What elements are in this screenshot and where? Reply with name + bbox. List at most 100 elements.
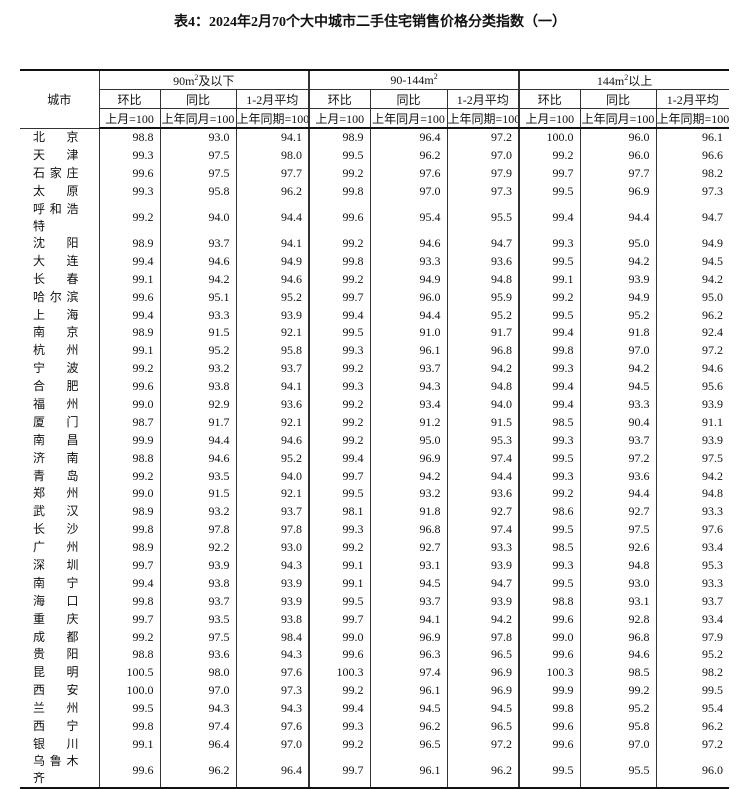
index-value: 92.7 bbox=[579, 502, 657, 521]
index-value: 97.6 bbox=[655, 520, 730, 539]
index-value: 99.2 bbox=[518, 288, 581, 307]
sub-header: 同比 bbox=[159, 89, 237, 109]
index-value: 93.9 bbox=[235, 592, 309, 611]
index-value: 96.2 bbox=[369, 717, 447, 736]
city-name: 天 津 bbox=[33, 148, 79, 163]
index-value: 97.4 bbox=[159, 717, 236, 736]
index-value: 93.8 bbox=[235, 610, 309, 629]
table-row: 石家庄 99.6 97.5 97.7 99.2 97.6 97.9 99.7 97.7 98.2 bbox=[20, 164, 730, 183]
index-value: 99.3 bbox=[518, 431, 581, 450]
index-value: 97.2 bbox=[655, 735, 730, 754]
index-value: 95.4 bbox=[655, 699, 730, 718]
index-value: 93.7 bbox=[579, 431, 657, 450]
table-row: 宁 波 99.2 93.2 93.7 99.2 93.7 94.2 99.3 94.2 94.6 bbox=[20, 359, 730, 378]
table-row: 长 春 99.1 94.2 94.6 99.2 94.9 94.8 99.1 93.9 94.2 bbox=[20, 270, 730, 289]
index-value: 97.0 bbox=[159, 681, 236, 700]
index-value: 99.7 bbox=[98, 610, 160, 629]
index-value: 94.3 bbox=[159, 699, 236, 718]
index-value: 100.0 bbox=[518, 128, 581, 147]
index-value: 97.0 bbox=[369, 182, 447, 201]
table-row: 福 州 99.0 92.9 93.6 99.2 93.4 94.0 99.4 93.3 93.9 bbox=[20, 395, 730, 414]
index-value: 98.9 bbox=[98, 538, 160, 557]
index-value: 99.2 bbox=[518, 485, 581, 503]
index-value: 94.2 bbox=[446, 359, 520, 378]
index-value: 97.0 bbox=[235, 735, 309, 754]
index-value: 94.8 bbox=[446, 270, 520, 289]
index-value: 96.8 bbox=[579, 628, 657, 647]
sub-header: 环比 bbox=[308, 89, 371, 109]
index-value: 96.6 bbox=[655, 146, 730, 165]
index-value: 97.4 bbox=[369, 663, 447, 682]
index-value: 92.4 bbox=[655, 324, 730, 342]
index-value: 96.2 bbox=[235, 182, 309, 201]
index-value: 95.5 bbox=[446, 200, 520, 235]
index-value: 96.0 bbox=[369, 288, 447, 307]
index-value: 99.4 bbox=[308, 306, 370, 325]
city-name: 宁 波 bbox=[33, 361, 79, 376]
table-row: 天 津 99.3 97.5 98.0 99.5 96.2 97.0 99.2 96.0 96.6 bbox=[20, 146, 730, 165]
index-value: 95.2 bbox=[579, 306, 657, 325]
index-value: 94.2 bbox=[655, 270, 730, 289]
index-value: 98.6 bbox=[518, 502, 581, 521]
index-value: 96.1 bbox=[655, 128, 730, 147]
city-name: 哈尔滨 bbox=[33, 289, 79, 304]
index-value: 99.4 bbox=[308, 699, 370, 718]
index-value: 91.7 bbox=[159, 413, 236, 432]
index-value: 99.4 bbox=[308, 449, 370, 468]
city-name: 深 圳 bbox=[33, 558, 79, 573]
city-name: 昆 明 bbox=[33, 665, 79, 680]
index-value: 97.9 bbox=[446, 164, 520, 183]
city-name: 南 宁 bbox=[33, 575, 79, 590]
index-value: 95.9 bbox=[446, 288, 520, 307]
index-value: 94.6 bbox=[159, 449, 236, 468]
index-value: 98.7 bbox=[98, 413, 160, 432]
index-value: 93.9 bbox=[579, 270, 657, 289]
index-value: 93.7 bbox=[235, 502, 309, 521]
index-value: 99.2 bbox=[98, 628, 160, 647]
table-row: 呼和浩特 99.2 94.0 94.4 99.6 95.4 95.5 99.4 94.4 94.7 bbox=[20, 200, 730, 235]
index-value: 98.4 bbox=[235, 628, 309, 647]
index-value: 99.7 bbox=[518, 164, 581, 183]
city-name: 石家庄 bbox=[33, 166, 79, 181]
index-value: 97.2 bbox=[446, 128, 520, 147]
base-header: 上年同期=100 bbox=[655, 108, 730, 129]
index-value: 93.6 bbox=[579, 467, 657, 486]
index-value: 96.1 bbox=[369, 681, 447, 700]
index-value: 98.9 bbox=[98, 234, 160, 253]
index-value: 97.7 bbox=[579, 164, 657, 183]
index-value: 97.5 bbox=[655, 449, 730, 468]
index-value: 97.0 bbox=[579, 341, 657, 360]
index-value: 90.4 bbox=[579, 413, 657, 432]
index-value: 92.9 bbox=[159, 395, 236, 414]
index-value: 99.3 bbox=[308, 377, 370, 396]
index-value: 96.9 bbox=[446, 681, 520, 700]
index-value: 93.9 bbox=[235, 574, 309, 593]
city-name: 大 连 bbox=[33, 253, 79, 268]
index-value: 94.4 bbox=[159, 431, 236, 450]
index-value: 99.2 bbox=[98, 359, 160, 378]
table-row: 郑 州 99.0 91.5 92.1 99.5 93.2 93.6 99.2 94.4 94.8 bbox=[20, 485, 730, 503]
index-value: 95.0 bbox=[655, 288, 730, 307]
index-value: 99.1 bbox=[518, 270, 581, 289]
index-value: 98.0 bbox=[159, 663, 236, 682]
sub-header: 环比 bbox=[518, 89, 581, 109]
index-value: 98.8 bbox=[98, 449, 160, 468]
sub-header: 1-2月平均 bbox=[446, 89, 520, 109]
index-value: 97.2 bbox=[655, 341, 730, 360]
index-value: 99.2 bbox=[98, 200, 160, 235]
index-value: 97.0 bbox=[579, 735, 657, 754]
index-value: 94.6 bbox=[235, 270, 309, 289]
city-name: 重 庆 bbox=[33, 611, 79, 626]
index-value: 94.1 bbox=[235, 377, 309, 396]
city-name: 太 原 bbox=[33, 184, 79, 199]
index-value: 99.5 bbox=[518, 574, 581, 593]
index-value: 97.4 bbox=[446, 449, 520, 468]
city-name: 银 川 bbox=[33, 736, 79, 751]
index-value: 94.2 bbox=[579, 252, 657, 271]
table-row: 重 庆 99.7 93.5 93.8 99.7 94.1 94.2 99.6 92.8 93.4 bbox=[20, 610, 730, 629]
index-value: 94.7 bbox=[655, 200, 730, 235]
city-name: 海 口 bbox=[33, 593, 79, 608]
index-value: 94.8 bbox=[655, 485, 730, 503]
index-value: 99.2 bbox=[308, 413, 370, 432]
city-name: 杭 州 bbox=[33, 343, 79, 358]
